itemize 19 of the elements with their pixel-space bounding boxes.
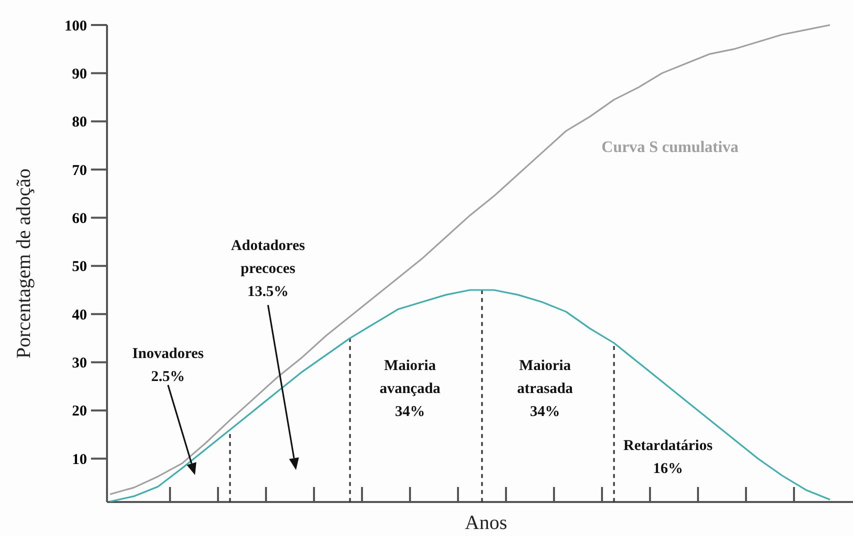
y-tick-label: 90 bbox=[72, 66, 87, 82]
annotation: Inovadores 2.5% bbox=[132, 346, 204, 385]
y-axis-title: Porcentagem de adoção bbox=[13, 168, 35, 358]
annotation: Adotadores precoces 13.5% bbox=[231, 238, 306, 300]
y-tick-label: 30 bbox=[72, 356, 87, 372]
y-tick-label: 70 bbox=[72, 162, 87, 179]
series-label: Curva S cumulativa bbox=[602, 139, 738, 156]
y-tick-label: 60 bbox=[72, 210, 87, 227]
y-tick-label: 80 bbox=[72, 114, 87, 131]
line-series bbox=[109, 24, 831, 496]
x-axis-title: Anos bbox=[464, 512, 508, 534]
y-tick-label: 20 bbox=[72, 404, 87, 420]
y-tick-label: 50 bbox=[72, 259, 87, 276]
y-tick-label: 10 bbox=[72, 452, 87, 468]
y-tick-label: 40 bbox=[72, 307, 87, 324]
annotation: Retardatários 16% bbox=[623, 438, 713, 477]
annotation: Maioria atrasada 34% bbox=[517, 358, 574, 420]
annotation: Maioria avançada 34% bbox=[380, 358, 441, 420]
y-tick-label: 100 bbox=[64, 18, 87, 34]
